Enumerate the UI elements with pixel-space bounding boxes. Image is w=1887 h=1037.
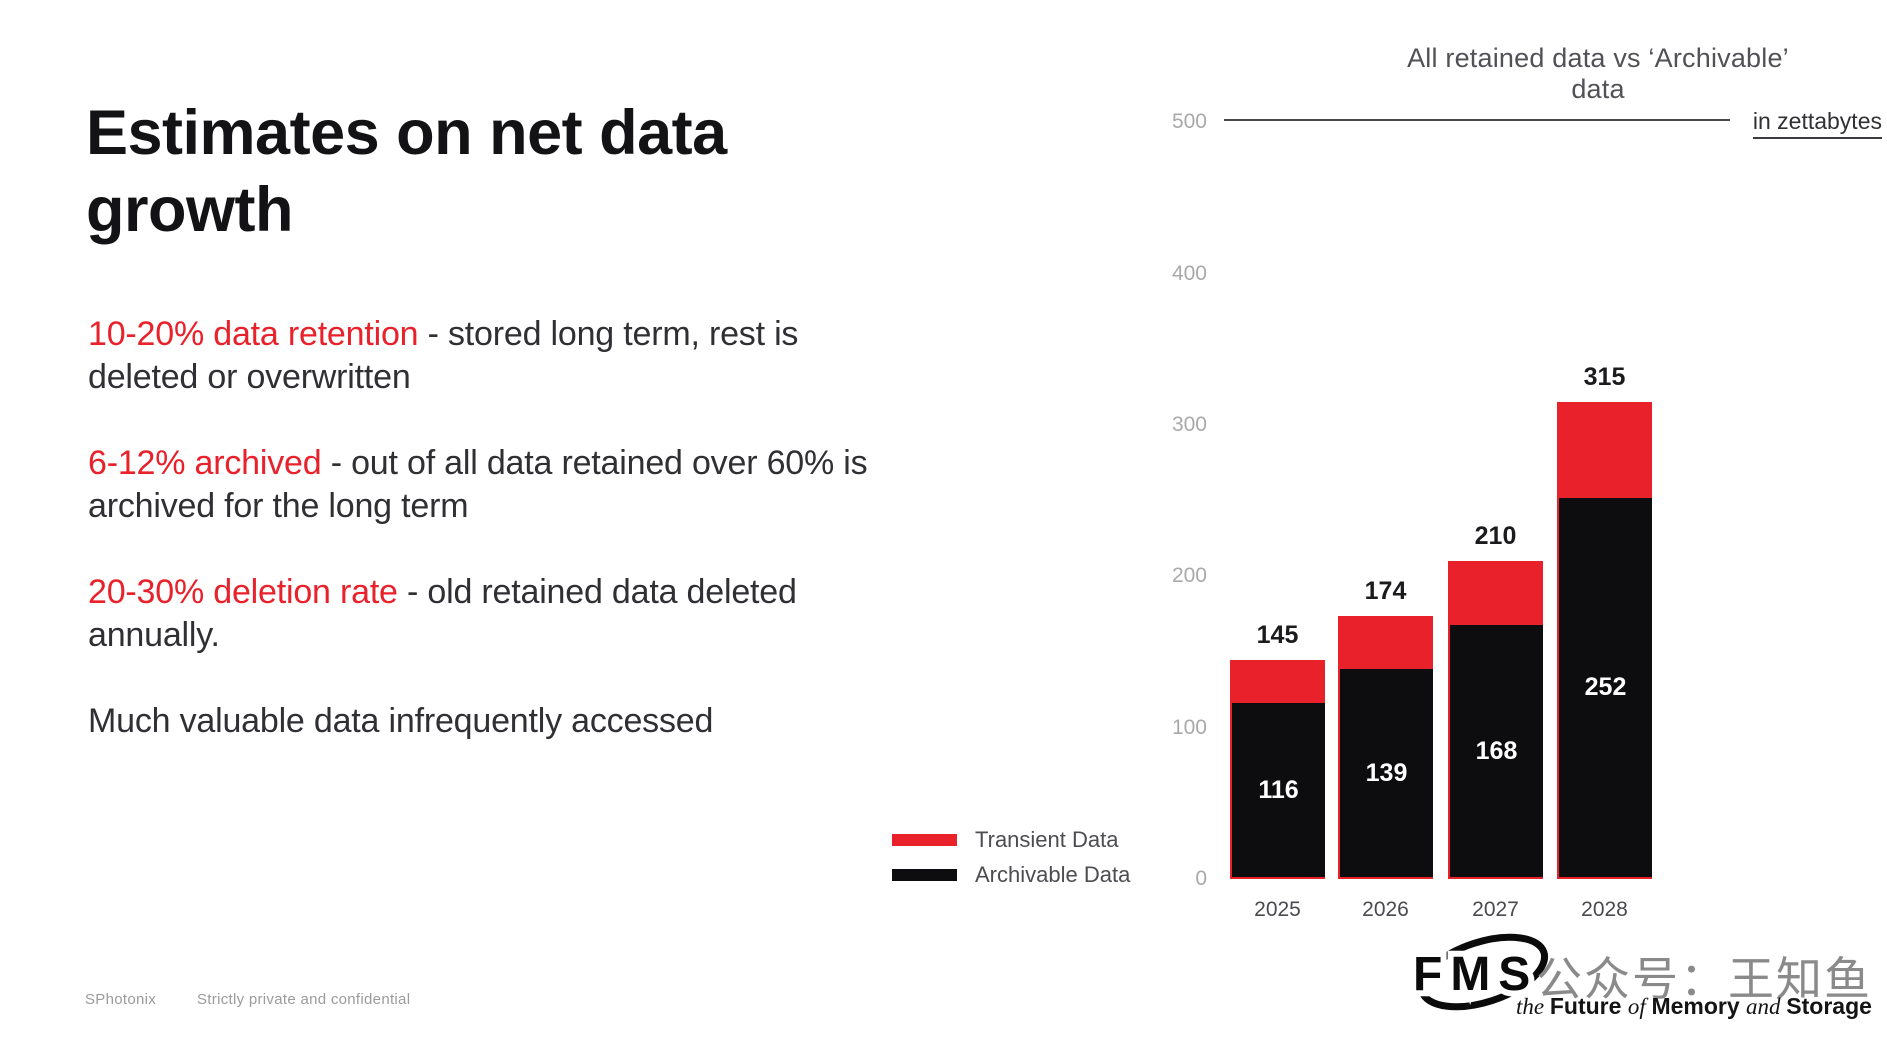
legend-label: Archivable Data xyxy=(975,862,1131,887)
bullet-paragraph-1: 10-20% data retention - stored long term… xyxy=(88,313,898,399)
bar-segment-archivable-2027: 168 xyxy=(1450,625,1543,877)
bar-column-2025: 116 xyxy=(1230,660,1325,879)
bar-segment-archivable-2026: 139 xyxy=(1340,669,1433,877)
legend-swatch xyxy=(892,834,957,846)
bullet-paragraph-4: Much valuable data infrequently accessed xyxy=(88,700,898,743)
fms-tagline: the Future of Memory and Storage xyxy=(1516,993,1872,1020)
fms-logo-icon: FMS xyxy=(1407,933,1549,1011)
x-axis-label-2026: 2026 xyxy=(1362,898,1409,921)
bar-segment-value: 252 xyxy=(1584,673,1627,701)
footer-confidential-note: Strictly private and confidential xyxy=(197,991,411,1008)
page-title-line-1: Estimates on net data xyxy=(86,98,727,168)
page-title-line-2: growth xyxy=(86,175,293,245)
bullet-highlight: 20-30% deletion rate xyxy=(88,573,398,611)
y-axis-tick-400: 400 xyxy=(1171,262,1207,285)
y-axis-tick-500: 500 xyxy=(1171,110,1207,133)
bar-segment-archivable-2028: 252 xyxy=(1559,498,1652,877)
x-axis-label-2025: 2025 xyxy=(1254,898,1301,921)
gridline-500 xyxy=(1224,119,1730,121)
legend-label: Transient Data xyxy=(975,827,1119,852)
unit-label-link[interactable]: in zettabytes xyxy=(1752,108,1882,139)
legend-item-archivable-data: Archivable Data xyxy=(892,862,1130,888)
tagline-word: of xyxy=(1627,994,1652,1019)
tagline-word: Memory xyxy=(1651,993,1747,1019)
bar-segment-value: 168 xyxy=(1475,736,1518,765)
bullet-paragraph-3: 20-30% deletion rate - old retained data… xyxy=(88,571,898,657)
bar-total-label-2027: 210 xyxy=(1474,522,1517,550)
bullet-highlight: 6-12% archived xyxy=(88,444,322,482)
bar-segment-value: 116 xyxy=(1258,775,1299,804)
bullet-text: - stored long term, rest is deleted or o… xyxy=(88,315,799,396)
y-axis-tick-100: 100 xyxy=(1171,716,1207,739)
bar-column-2026: 139 xyxy=(1338,616,1433,879)
y-axis-tick-0: 0 xyxy=(1195,867,1207,890)
tagline-word: and xyxy=(1746,994,1787,1019)
tagline-word: Storage xyxy=(1786,993,1872,1019)
y-axis-tick-300: 300 xyxy=(1171,413,1207,436)
watermark-text: 公众号：王知鱼 xyxy=(1536,953,1872,1005)
x-axis-label-2028: 2028 xyxy=(1581,898,1628,921)
bar-total-label-2028: 315 xyxy=(1583,363,1626,391)
page-title: Estimates on net data growth xyxy=(86,95,727,249)
bar-segment-value: 139 xyxy=(1365,758,1408,787)
y-axis-tick-200: 200 xyxy=(1171,564,1207,587)
fms-logo-text: FMS xyxy=(1413,948,1538,1001)
footer-brand: SPhotonix xyxy=(85,991,157,1008)
legend-swatch xyxy=(892,869,957,881)
bullet-highlight: 10-20% data retention xyxy=(88,315,419,353)
bar-column-2028: 252 xyxy=(1557,402,1652,879)
bar-column-2027: 168 xyxy=(1448,561,1543,879)
chart-title: All retained data vs ‘Archivable’ data xyxy=(1407,43,1789,104)
bullet-text: - old retained data deleted annually. xyxy=(88,573,797,654)
chart-legend: Transient Data Archivable Data xyxy=(892,827,1130,888)
legend-item-transient-data: Transient Data xyxy=(892,827,1130,853)
bullet-text: - out of all data retained over 60% is a… xyxy=(88,444,868,525)
x-axis-label-2027: 2027 xyxy=(1472,898,1519,921)
bullet-list: 10-20% data retention - stored long term… xyxy=(88,313,898,786)
bullet-paragraph-2: 6-12% archived - out of all data retaine… xyxy=(88,442,898,528)
bar-segment-archivable-2025: 116 xyxy=(1232,703,1325,877)
tagline-word: Future xyxy=(1549,993,1628,1019)
bullet-text: Much valuable data infrequently accessed xyxy=(88,702,714,740)
tagline-word: the xyxy=(1516,994,1550,1019)
bar-total-label-2025: 145 xyxy=(1256,621,1299,649)
bar-total-label-2026: 174 xyxy=(1364,577,1407,605)
